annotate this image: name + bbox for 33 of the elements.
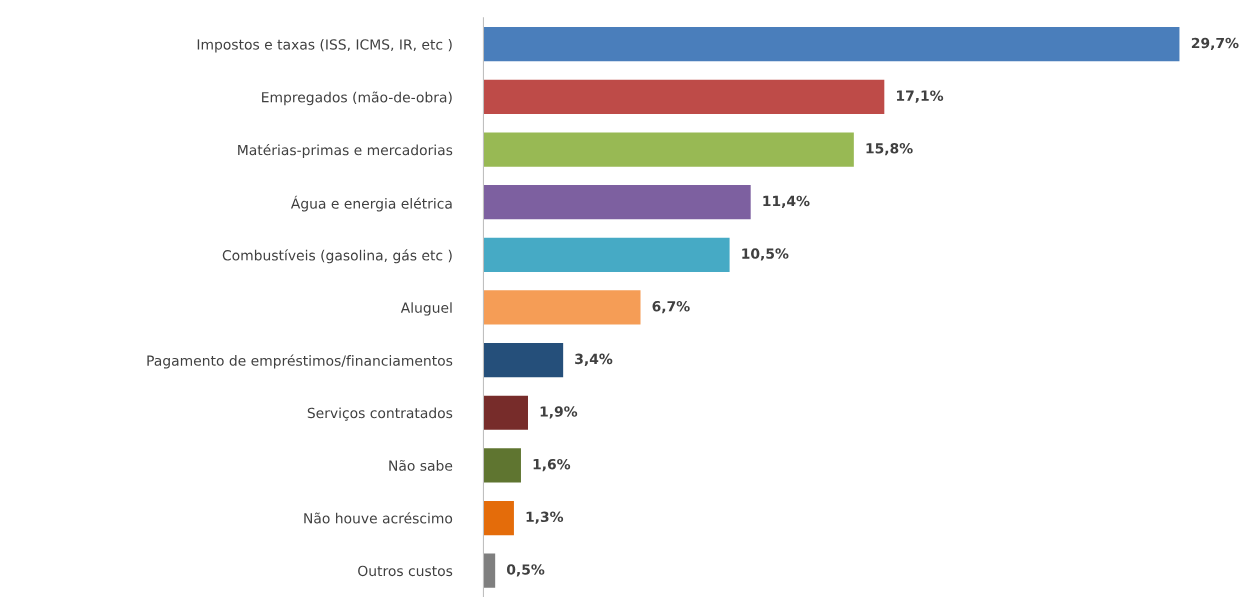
bar (483, 185, 751, 220)
y-tick-label: Água e energia elétrica (290, 195, 452, 212)
y-tick-label: Serviços contratados (307, 407, 453, 421)
y-tick-label: Aluguel (400, 302, 452, 316)
bar (483, 27, 1180, 62)
y-tick-label: Não sabe (389, 459, 453, 471)
data-label: 29,7% (1191, 37, 1239, 51)
y-tick-label: Impostos e taxas (ISS, ICMS, IR, etc ) (197, 38, 452, 53)
data-label: 1,3% (526, 511, 564, 524)
bar (483, 395, 528, 430)
data-label: 0,5% (506, 564, 545, 577)
data-label: 1,9% (540, 406, 578, 419)
data-label: 1,6% (533, 458, 571, 472)
y-tick-label: Outros custos (358, 565, 453, 577)
y-tick-label: Combustíveis (gasolina, gás etc ) (222, 249, 452, 264)
bar (483, 237, 730, 272)
bar (483, 290, 641, 325)
y-tick-label: Empregados (mão-de-obra) (262, 91, 452, 106)
bar (483, 448, 521, 483)
data-label: 17,1% (896, 90, 944, 103)
bar (483, 500, 514, 536)
y-tick-label: Não houve acréscimo (304, 512, 453, 524)
data-label: 3,4% (575, 353, 613, 366)
bar (483, 79, 885, 114)
y-tick-label: Matérias-primas e mercadorias (238, 143, 453, 158)
bar (483, 132, 854, 167)
data-label: 6,7% (652, 300, 690, 314)
data-label: 11,4% (763, 195, 810, 208)
data-label: 10,5% (742, 248, 789, 261)
bar (483, 553, 496, 588)
bar (483, 342, 564, 378)
data-label: 15,8% (866, 143, 913, 156)
y-tick-label: Pagamento de empréstimos/financiamentos (147, 354, 453, 369)
